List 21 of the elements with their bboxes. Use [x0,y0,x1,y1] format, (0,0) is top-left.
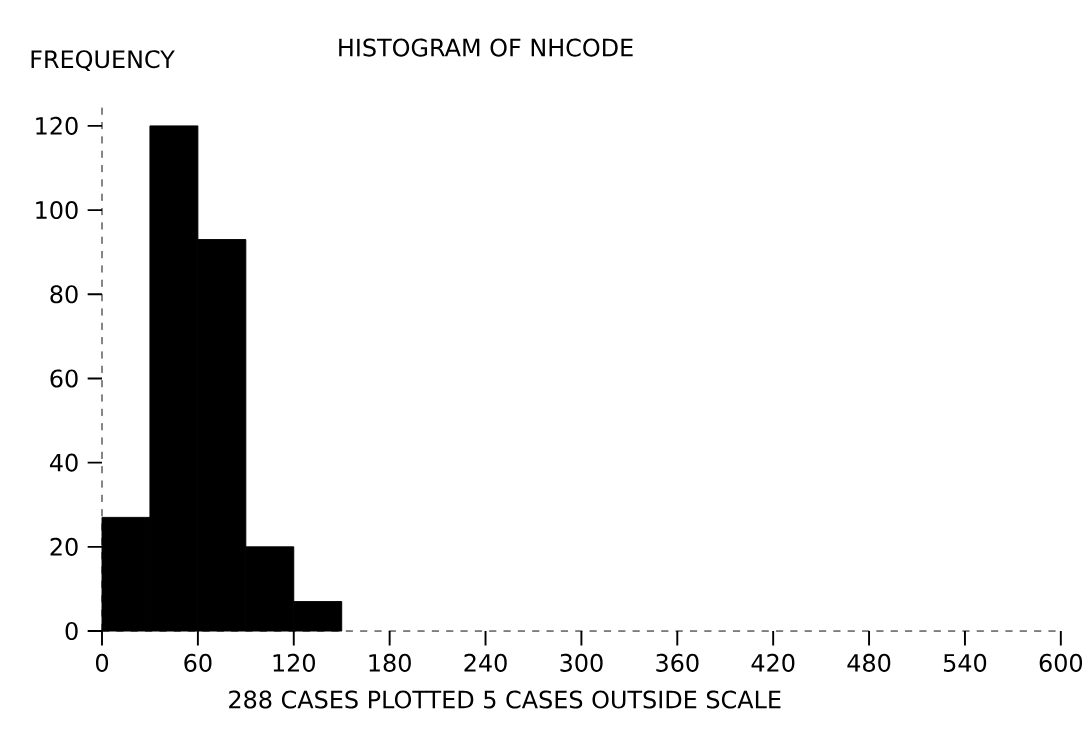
y-tick-label: 40 [49,453,78,472]
x-tick-label: 300 [560,653,603,672]
x-tick-label: 240 [464,653,507,672]
y-tick-label: 100 [36,201,78,220]
x-tick-label: 360 [656,653,699,672]
x-tick-label: 60 [184,653,212,672]
text: 288 CASES PLOTTED 5 CASES OUTSIDE SCALE [229,690,781,709]
x-tick-label: 180 [369,653,411,672]
x-tick-label: 420 [751,653,795,672]
y-tick-label: 0 [65,622,78,641]
y-tick-label: 120 [36,116,78,136]
y-tick-label: 80 [50,285,78,304]
y-tick-label: 60 [50,369,78,388]
x-tick-label: 480 [847,653,891,672]
x-tick-label: 0 [95,653,109,672]
chart-title: HISTOGRAM OF NHCODE [339,38,633,57]
y-axis-title: FREQUENCY [31,50,175,72]
x-tick-label: 120 [273,653,315,672]
y-tick-label: 20 [50,537,78,556]
x-tick-label: 600 [1039,653,1083,672]
x-tick-label: 540 [943,653,987,672]
